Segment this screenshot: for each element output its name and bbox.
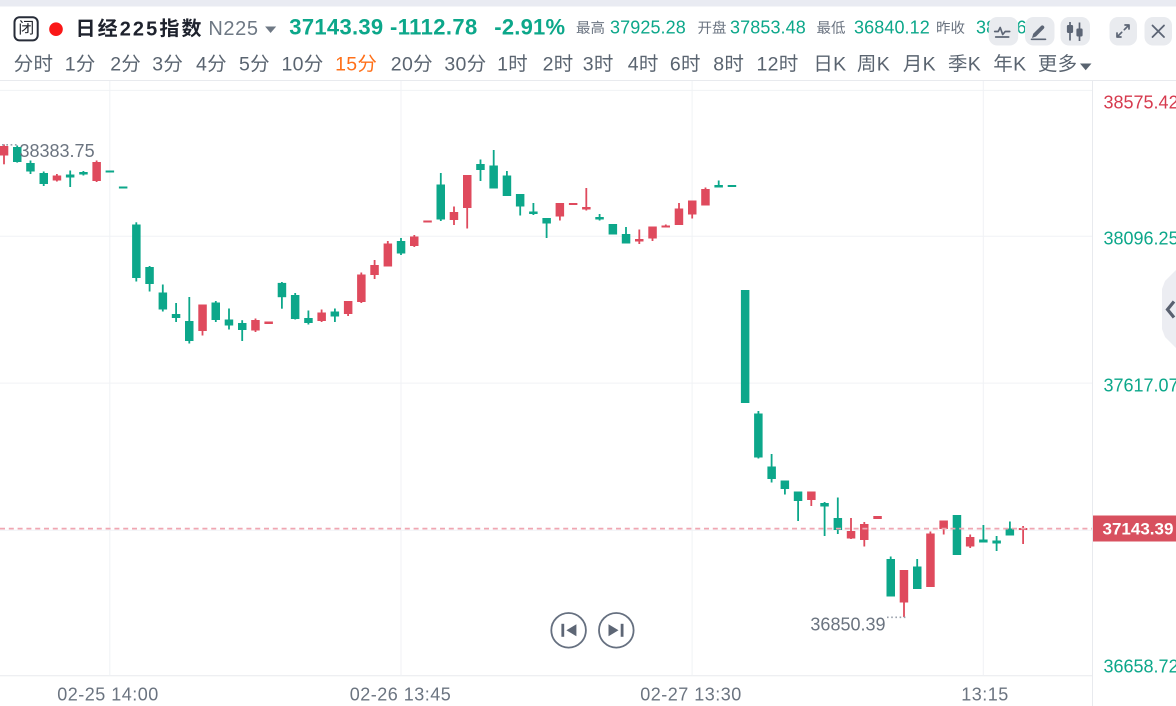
svg-text:4: 4 [628, 54, 639, 76]
svg-text:K: K [877, 54, 890, 76]
svg-text:02-26 13:45: 02-26 13:45 [350, 685, 452, 705]
svg-text:02-25 14:00: 02-25 14:00 [57, 685, 159, 705]
svg-text:36850.39: 36850.39 [810, 615, 885, 635]
svg-text:20: 20 [391, 54, 413, 76]
svg-text:36658.72: 36658.72 [1104, 657, 1176, 677]
svg-text:36840.12: 36840.12 [854, 18, 930, 38]
svg-text:02-27 13:30: 02-27 13:30 [640, 685, 742, 705]
svg-text:37925.28: 37925.28 [610, 18, 686, 38]
svg-text:37143.39: 37143.39 [289, 14, 383, 39]
svg-text:-1112.78: -1112.78 [390, 14, 478, 39]
svg-text:1: 1 [65, 54, 76, 76]
svg-text:3: 3 [152, 54, 163, 76]
svg-text:38575.42: 38575.42 [1104, 93, 1176, 113]
svg-text:K: K [1013, 54, 1026, 76]
svg-text:37143.39: 37143.39 [1103, 520, 1174, 539]
svg-text:13:15: 13:15 [961, 685, 1009, 705]
svg-text:2: 2 [110, 54, 121, 76]
svg-text:4: 4 [196, 54, 207, 76]
svg-text:K: K [923, 54, 936, 76]
svg-text:37853.48: 37853.48 [730, 18, 806, 38]
svg-text:N225: N225 [208, 18, 258, 40]
svg-text:225: 225 [120, 18, 160, 40]
svg-text:1: 1 [497, 54, 508, 76]
svg-text:5: 5 [239, 54, 250, 76]
svg-text:8: 8 [713, 54, 724, 76]
svg-text:12: 12 [757, 54, 779, 76]
svg-text:10: 10 [282, 54, 304, 76]
svg-text:38383.75: 38383.75 [20, 141, 95, 161]
svg-text:37617.07: 37617.07 [1104, 376, 1176, 396]
svg-text:3: 3 [583, 54, 594, 76]
svg-text:38096.25: 38096.25 [1104, 229, 1176, 249]
svg-text:-2.91%: -2.91% [494, 14, 565, 39]
svg-text:6: 6 [670, 54, 681, 76]
svg-text:K: K [968, 54, 981, 76]
svg-text:K: K [833, 54, 846, 76]
svg-text:30: 30 [444, 54, 466, 76]
svg-text:15: 15 [335, 54, 357, 76]
svg-text:2: 2 [543, 54, 554, 76]
